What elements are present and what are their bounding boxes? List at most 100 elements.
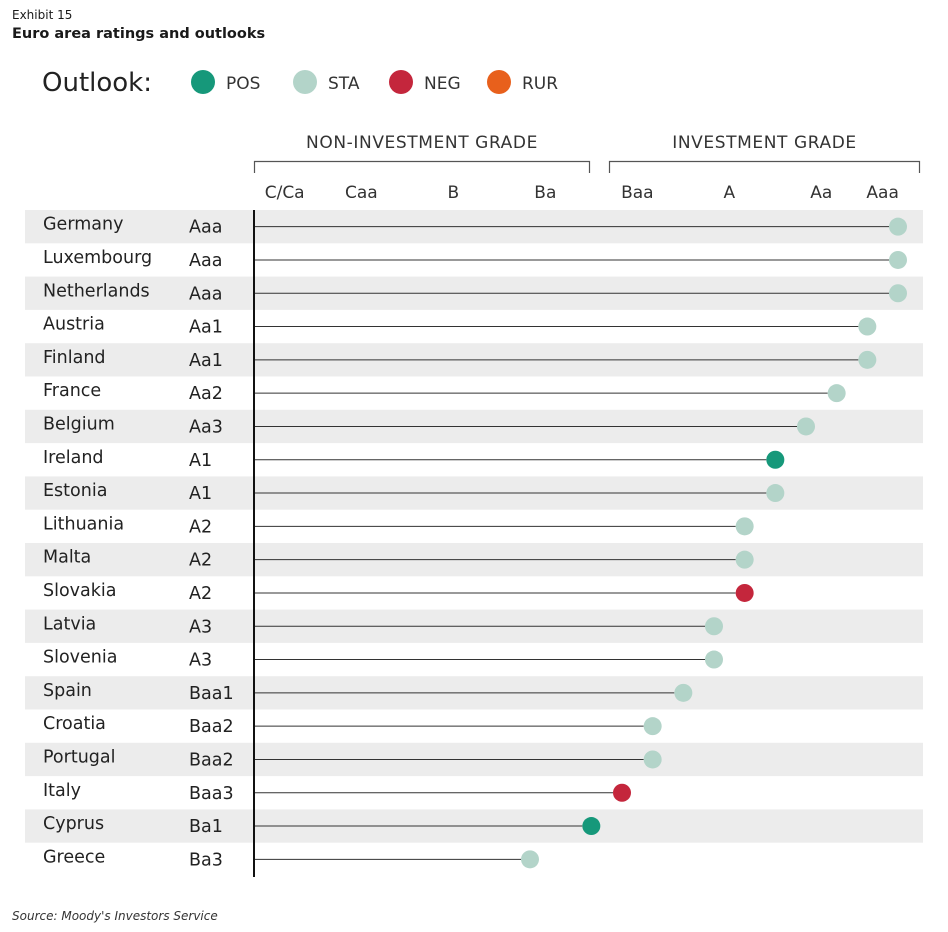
outlook-dot-sta bbox=[889, 284, 907, 303]
country-rating: A2 bbox=[189, 517, 212, 537]
country-name: Finland bbox=[43, 348, 106, 368]
outlook-dot-neg bbox=[613, 783, 631, 802]
rating-tick-c-ca: C/Ca bbox=[265, 183, 305, 203]
country-row-luxembourg: Luxembourg Aaa bbox=[43, 248, 907, 271]
country-row-finland: Finland Aa1 bbox=[25, 343, 923, 377]
country-row-lithuania: Lithuania A2 bbox=[43, 514, 754, 537]
country-row-slovakia: Slovakia A2 bbox=[43, 581, 754, 604]
country-row-austria: Austria Aa1 bbox=[43, 315, 877, 338]
country-rating: A2 bbox=[189, 584, 212, 604]
country-row-croatia: Croatia Baa2 bbox=[43, 714, 662, 737]
outlook-dot-sta bbox=[735, 550, 754, 569]
outlook-dot-sta bbox=[766, 484, 785, 503]
outlook-dot-sta bbox=[643, 750, 662, 769]
country-row-germany: Germany Aaa bbox=[25, 210, 923, 244]
country-name: Spain bbox=[43, 681, 92, 701]
outlook-dot-sta bbox=[889, 250, 907, 269]
country-name: Croatia bbox=[43, 714, 106, 734]
outlook-dot-sta bbox=[889, 217, 907, 236]
outlook-dot-sta bbox=[858, 350, 877, 369]
country-row-latvia: Latvia A3 bbox=[25, 609, 923, 643]
outlook-dot-sta bbox=[797, 417, 815, 436]
outlook-dot-sta bbox=[643, 717, 662, 736]
legend-label-sta: STA bbox=[328, 74, 360, 94]
legend-marker-pos bbox=[191, 70, 215, 94]
exhibit-label: Exhibit 15 bbox=[12, 8, 73, 22]
country-rating: Aa2 bbox=[189, 384, 223, 404]
legend-marker-neg bbox=[389, 70, 413, 94]
country-name: Netherlands bbox=[43, 281, 150, 301]
country-row-slovenia: Slovenia A3 bbox=[43, 648, 723, 671]
rating-scale: C/Ca Caa B Ba Baa A Aa Aaa bbox=[265, 183, 899, 203]
country-rating: Aaa bbox=[189, 284, 222, 304]
country-name: Greece bbox=[43, 847, 105, 867]
country-name: Malta bbox=[43, 548, 91, 568]
country-name: Ireland bbox=[43, 448, 104, 468]
country-row-italy: Italy Baa3 bbox=[43, 781, 631, 804]
group-label-non-investment-grade: NON-INVESTMENT GRADE bbox=[306, 133, 538, 153]
country-rating: Aa3 bbox=[189, 417, 223, 437]
source-note: Source: Moody's Investors Service bbox=[12, 909, 218, 923]
country-rating: Aa1 bbox=[189, 351, 223, 371]
country-name: Lithuania bbox=[43, 514, 124, 534]
country-rating: Aaa bbox=[189, 218, 222, 238]
group-bracket-investment-grade bbox=[608, 160, 921, 173]
country-name: Estonia bbox=[43, 481, 107, 501]
country-rating: Baa2 bbox=[189, 717, 234, 737]
country-row-netherlands: Netherlands Aaa bbox=[25, 276, 923, 310]
country-name: Cyprus bbox=[43, 814, 104, 834]
legend-marker-rur bbox=[487, 70, 511, 94]
group-label-investment-grade: INVESTMENT GRADE bbox=[672, 133, 857, 153]
country-name: Austria bbox=[43, 315, 105, 335]
rating-tick-ba: Ba bbox=[534, 183, 556, 203]
rating-tick-a: A bbox=[724, 183, 736, 203]
country-name: Belgium bbox=[43, 414, 115, 434]
country-rating: Baa2 bbox=[189, 750, 234, 770]
country-rating: Baa1 bbox=[189, 684, 234, 704]
country-name: Germany bbox=[43, 215, 123, 235]
country-row-belgium: Belgium Aa3 bbox=[25, 409, 923, 444]
country-rating: A3 bbox=[189, 651, 212, 671]
country-name: Luxembourg bbox=[43, 248, 152, 268]
grade-groups: NON-INVESTMENT GRADE INVESTMENT GRADE bbox=[253, 133, 921, 173]
rating-tick-caa: Caa bbox=[345, 183, 378, 203]
rating-tick-aaa: Aaa bbox=[866, 183, 898, 203]
country-rating: Ba1 bbox=[189, 817, 223, 837]
legend-label-pos: POS bbox=[226, 74, 260, 94]
country-rating: Aaa bbox=[189, 251, 222, 271]
country-rating: A2 bbox=[189, 551, 212, 571]
country-rating: A1 bbox=[189, 451, 212, 471]
legend-label-rur: RUR bbox=[522, 74, 558, 94]
country-rating: Aa1 bbox=[189, 318, 223, 338]
outlook-dot-sta bbox=[705, 617, 723, 636]
outlook-dot-neg bbox=[735, 583, 754, 602]
group-bracket-non-investment-grade bbox=[253, 160, 591, 173]
legend-marker-sta bbox=[293, 70, 317, 94]
country-rating: A3 bbox=[189, 617, 212, 637]
outlook-dot-sta bbox=[705, 650, 723, 669]
country-name: Italy bbox=[43, 781, 81, 801]
country-name: Portugal bbox=[43, 747, 115, 767]
outlook-dot-sta bbox=[674, 683, 693, 702]
chart-title: Euro area ratings and outlooks bbox=[12, 26, 266, 42]
outlook-dot-sta bbox=[735, 517, 754, 536]
outlook-dot-pos bbox=[766, 450, 785, 469]
country-row-estonia: Estonia A1 bbox=[25, 476, 923, 510]
legend-title: Outlook: bbox=[42, 68, 152, 98]
country-rating: Baa3 bbox=[189, 784, 234, 804]
outlook-dot-sta bbox=[521, 850, 539, 869]
country-rows: Germany Aaa Luxembourg Aaa Netherlands Aaa Aus… bbox=[25, 210, 923, 877]
outlook-dot-pos bbox=[582, 817, 601, 836]
rating-tick-aa: Aa bbox=[810, 183, 832, 203]
country-rating: Ba3 bbox=[189, 850, 223, 870]
country-row-greece: Greece Ba3 bbox=[43, 847, 539, 870]
rating-tick-b: B bbox=[447, 183, 459, 203]
country-row-france: France Aa2 bbox=[43, 381, 846, 404]
legend: Outlook: POS STA NEG RUR bbox=[42, 68, 558, 98]
rating-tick-baa: Baa bbox=[621, 183, 654, 203]
country-name: Latvia bbox=[43, 614, 96, 634]
country-name: France bbox=[43, 381, 101, 401]
country-row-ireland: Ireland A1 bbox=[43, 448, 785, 471]
country-name: Slovenia bbox=[43, 648, 117, 668]
